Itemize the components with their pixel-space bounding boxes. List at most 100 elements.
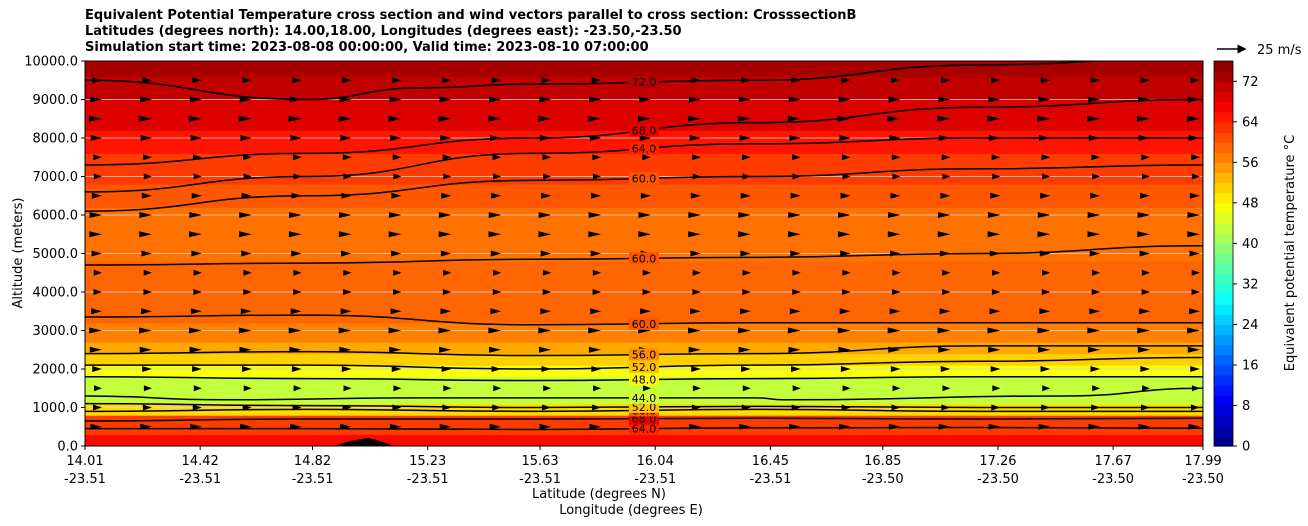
wind-arrow xyxy=(792,269,801,276)
colorbar-bin-0 xyxy=(1214,435,1233,447)
wind-arrow xyxy=(841,404,851,411)
colorbar-bin-15 xyxy=(1214,283,1233,295)
colorbar-bin-8 xyxy=(1214,354,1233,366)
wind-arrow xyxy=(441,192,452,199)
wind-arrow xyxy=(242,154,252,161)
wind-arrow xyxy=(289,423,302,430)
wind-arrow xyxy=(538,115,552,122)
colorbar-bin-25 xyxy=(1214,182,1233,194)
wind-arrow xyxy=(988,423,1001,430)
wind-arrow xyxy=(1140,77,1151,84)
wind-arrow xyxy=(243,173,252,180)
wind-arrow xyxy=(490,135,502,141)
wind-arrow xyxy=(343,385,352,392)
contour-label-bg-7 xyxy=(629,348,659,361)
wind-arrow xyxy=(488,115,502,122)
chart-title-line-2: Latitudes (degrees north): 14.00,18.00, … xyxy=(85,24,682,39)
wind-arrow xyxy=(391,366,402,372)
wind-arrow xyxy=(737,115,751,122)
colorbar-tick-label-2: 16 xyxy=(1242,358,1259,373)
wind-arrow xyxy=(542,269,552,276)
wind-arrow xyxy=(388,115,402,122)
wind-arrow xyxy=(891,404,901,411)
wind-arrow xyxy=(442,289,452,295)
y-tick-label-2: 2000.0 xyxy=(33,363,79,378)
wind-arrow xyxy=(991,154,1001,161)
wind-arrow xyxy=(1141,404,1151,411)
colorbar-bin-35 xyxy=(1214,81,1233,92)
colorbar-bin-22 xyxy=(1214,212,1233,224)
wind-arrow xyxy=(937,327,951,334)
x-axis-label-latitude: Latitude (degrees N) xyxy=(532,487,666,502)
wind-arrow xyxy=(791,154,801,161)
contour-label-bg-13 xyxy=(629,76,659,89)
wind-arrow xyxy=(189,212,202,218)
wind-arrow xyxy=(342,404,352,411)
wind-arrow xyxy=(1090,192,1101,199)
y-axis-label: Altitude (meters) xyxy=(11,198,26,309)
wind-arrow xyxy=(992,269,1001,276)
wind-arrow xyxy=(789,423,801,430)
wind-arrow xyxy=(542,289,552,295)
wind-arrow xyxy=(242,404,252,411)
wind-arrow xyxy=(491,77,502,84)
wind-arrow xyxy=(937,212,951,218)
wind-arrow xyxy=(242,366,252,372)
wind-arrow xyxy=(890,192,901,199)
wind-arrow xyxy=(1039,308,1051,315)
wind-arrow xyxy=(642,154,651,161)
colorbar-bin-13 xyxy=(1214,304,1233,315)
wind-arrow xyxy=(838,423,851,430)
wind-arrow xyxy=(640,192,651,199)
wind-arrow xyxy=(739,308,751,315)
wind-arrow xyxy=(687,115,701,122)
wind-arrow xyxy=(139,231,152,238)
colorbar-frame xyxy=(1213,60,1234,447)
contour-label-bg-5 xyxy=(629,373,659,386)
wind-arrow xyxy=(289,96,302,103)
wind-arrow xyxy=(638,115,651,122)
wind-arrow xyxy=(690,250,701,257)
wind-arrow xyxy=(840,192,851,199)
wind-arrow xyxy=(1041,154,1051,161)
wind-arrow xyxy=(493,173,502,180)
wind-arrow xyxy=(839,308,851,315)
wind-arrow xyxy=(338,231,352,238)
wind-arrow xyxy=(539,135,552,141)
wind-arrow xyxy=(91,250,102,257)
wind-arrow xyxy=(190,423,202,430)
wind-arrow xyxy=(738,231,751,238)
wind-arrow xyxy=(240,423,252,430)
wind-arrow xyxy=(588,231,602,238)
wind-arrow xyxy=(941,77,951,84)
x-tick-lon-label-4: -23.51 xyxy=(519,472,561,487)
wind-arrow xyxy=(240,135,252,141)
wind-arrow xyxy=(942,173,951,180)
wind-arrow xyxy=(938,423,951,430)
wind-arrow xyxy=(837,115,851,122)
wind-arrow xyxy=(1042,173,1051,180)
colorbar-bin-2 xyxy=(1214,415,1233,427)
contour-label-13: 72.0 xyxy=(632,76,657,89)
wind-arrow xyxy=(1088,423,1101,430)
wind-arrow xyxy=(691,366,701,372)
wind-arrow xyxy=(89,346,102,353)
wind-arrow xyxy=(1137,327,1151,334)
wind-arrow xyxy=(639,96,651,103)
wind-arrow xyxy=(1189,250,1200,257)
wind-arrow xyxy=(388,212,402,218)
wind-arrow xyxy=(488,212,502,218)
wind-arrow xyxy=(1138,96,1151,103)
colorbar-bin-11 xyxy=(1214,324,1233,336)
wind-arrow xyxy=(1141,289,1151,295)
wind-arrow xyxy=(91,192,102,199)
wind-arrow xyxy=(688,346,701,353)
wind-arrow xyxy=(439,96,452,103)
wind-arrow xyxy=(488,327,502,334)
wind-arrow xyxy=(189,346,202,353)
contour-label-bg-11 xyxy=(629,142,659,155)
x-tick-lat-label-4: 15.63 xyxy=(521,454,558,469)
wind-arrow xyxy=(1142,385,1151,392)
wind-arrow xyxy=(389,96,402,103)
wind-arrow xyxy=(490,250,502,257)
